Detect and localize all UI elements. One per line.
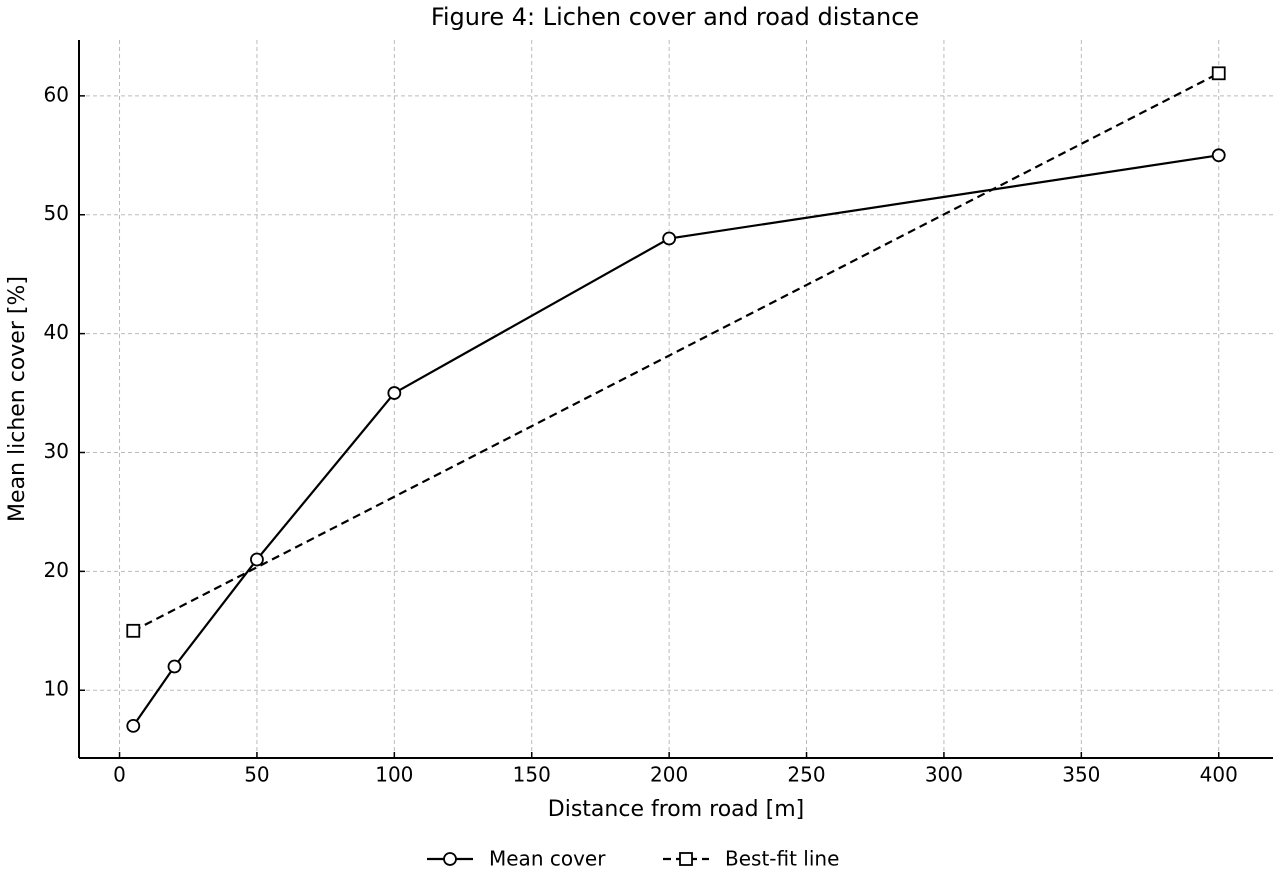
x-tick-label: 300 (925, 763, 963, 787)
x-tick-label: 250 (787, 763, 825, 787)
data-point (1211, 66, 1226, 81)
y-tick-label: 30 (44, 439, 69, 463)
y-tick-label: 60 (44, 82, 69, 106)
y-tick-label: 10 (44, 677, 69, 701)
y-tick-label: 20 (44, 558, 69, 582)
legend-marker (443, 852, 457, 866)
x-tick-label: 150 (513, 763, 551, 787)
x-tick-label: 50 (244, 763, 269, 787)
x-tick-label: 350 (1062, 763, 1100, 787)
data-point (1211, 148, 1226, 163)
x-tick-label: 100 (375, 763, 413, 787)
data-point (167, 659, 182, 674)
x-axis-label: Distance from road [m] (548, 797, 804, 822)
data-point (126, 719, 141, 733)
data-point (387, 386, 402, 400)
legend-label: Mean cover (489, 847, 606, 871)
x-tick-label: 0 (113, 763, 126, 787)
series-line (132, 154, 1219, 727)
data-point (662, 231, 677, 246)
legend-marker (679, 852, 693, 866)
series-line (132, 72, 1220, 632)
data-point (250, 552, 264, 567)
legend-label: Best-fit line (725, 847, 839, 871)
y-tick-label: 50 (44, 201, 69, 225)
y-axis-label: Mean lichen cover [%] (5, 276, 30, 522)
x-tick-label: 400 (1200, 763, 1238, 787)
x-tick-label: 200 (650, 763, 688, 787)
data-point (126, 623, 141, 638)
chart-title: Figure 4: Lichen cover and road distance (431, 3, 919, 31)
y-tick-label: 40 (44, 320, 69, 344)
